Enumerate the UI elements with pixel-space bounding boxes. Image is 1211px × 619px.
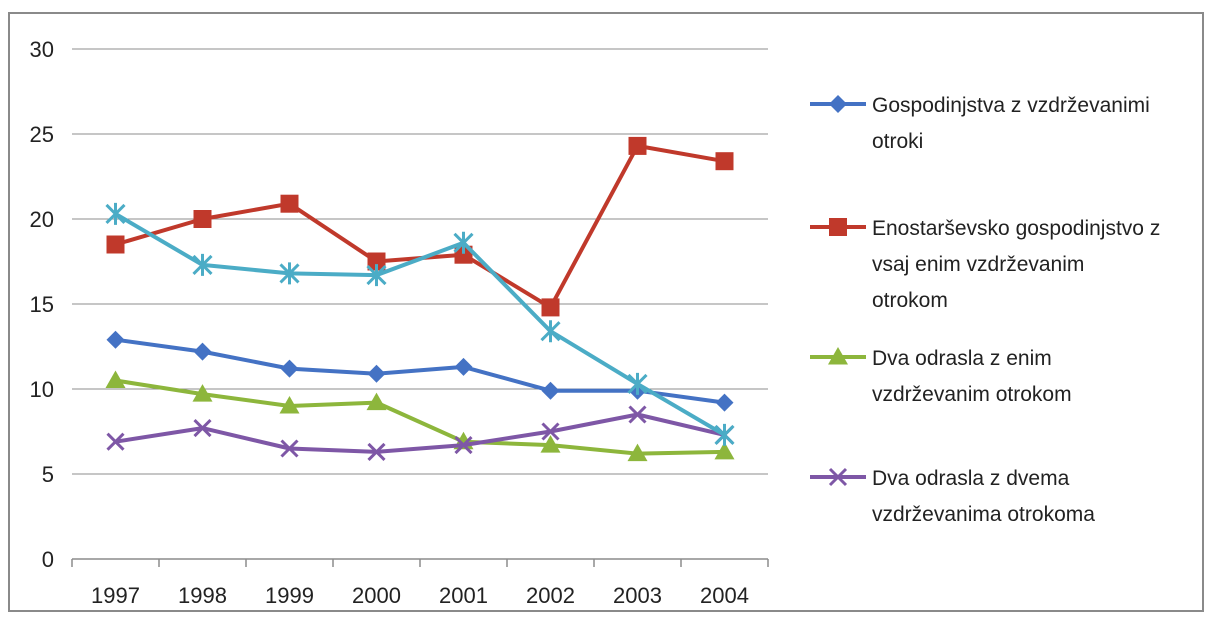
data-point	[627, 443, 648, 462]
series-3	[105, 370, 735, 462]
data-point	[279, 396, 300, 414]
x-tick-label: 2002	[526, 583, 575, 608]
data-point	[106, 330, 125, 349]
data-point	[367, 442, 386, 461]
data-point	[192, 253, 213, 276]
y-tick-label: 30	[30, 37, 54, 62]
y-tick-label: 0	[42, 547, 54, 572]
data-point	[280, 194, 299, 213]
data-point	[193, 419, 212, 438]
series-1	[106, 330, 734, 412]
data-point	[106, 432, 125, 451]
data-point	[367, 364, 386, 383]
data-point	[105, 370, 126, 388]
legend: Gospodinjstva z vzdrževanimi otroki Enosta…	[810, 94, 1160, 526]
legend-entry: Dva odrasla z enim vzdrževanim otrokom	[810, 347, 1072, 406]
x-tick-label: 2001	[439, 583, 488, 608]
data-point	[715, 152, 734, 171]
legend-label: Enostarševsko gospodinjstvo z	[872, 217, 1160, 240]
y-tick-label: 25	[30, 122, 54, 147]
data-point	[454, 357, 473, 376]
data-point	[540, 435, 561, 453]
y-tick-label: 5	[42, 462, 54, 487]
legend-label: otroki	[872, 130, 923, 153]
data-point	[105, 202, 126, 225]
chart-frame: 0 5 10 15 20 25 30 1997 1998 1999 2000 2001 2002 2003…	[8, 12, 1204, 612]
legend-entry: Dva odrasla z dvema vzdrževanima otrokoma	[810, 467, 1095, 526]
x-tick-label: 1997	[91, 583, 140, 608]
gridlines	[72, 48, 768, 475]
legend-label: Gospodinjstva z vzdrževanimi	[872, 94, 1150, 117]
data-point	[628, 136, 647, 155]
data-point	[714, 423, 735, 446]
series-line	[115, 378, 725, 456]
line-chart: 0 5 10 15 20 25 30 1997 1998 1999 2000 2001 2002 2003…	[30, 37, 1161, 608]
data-point	[453, 231, 474, 254]
data-point	[541, 298, 560, 317]
legend-entry: Gospodinjstva z vzdrževanimi otroki	[810, 94, 1150, 153]
data-point	[628, 405, 647, 424]
legend-entry: Enostarševsko gospodinjstvo z vsaj enim v…	[810, 217, 1160, 312]
x-tick-label: 2000	[352, 583, 401, 608]
legend-label: otrokom	[872, 289, 948, 312]
data-point	[279, 262, 300, 285]
axes: 0 5 10 15 20 25 30 1997 1998 1999 2000 2001 2002 2003…	[30, 37, 769, 608]
data-point	[106, 235, 125, 254]
data-point	[280, 359, 299, 378]
y-tick-label: 10	[30, 377, 54, 402]
y-tick-label: 15	[30, 292, 54, 317]
data-point	[454, 436, 473, 455]
series-5	[105, 202, 735, 446]
x-tick-label: 2004	[700, 583, 749, 608]
series-2	[106, 136, 734, 317]
x-tick-label: 2003	[613, 583, 662, 608]
legend-label: vzdrževanima otrokoma	[872, 503, 1095, 526]
legend-label: Dva odrasla z dvema	[872, 467, 1070, 490]
series-line	[115, 337, 725, 405]
data-point	[280, 439, 299, 458]
data-point	[193, 342, 212, 361]
data-point	[366, 392, 387, 411]
data-point	[541, 381, 560, 400]
legend-label: Dva odrasla z enim	[872, 347, 1052, 370]
data-point	[540, 320, 561, 343]
data-point	[627, 372, 648, 395]
legend-label: vzdrževanim otrokom	[872, 383, 1072, 406]
data-point	[193, 210, 212, 228]
data-point	[192, 384, 213, 402]
x-tick-label: 1999	[265, 583, 314, 608]
data-point	[366, 264, 387, 287]
data-point	[367, 252, 386, 271]
data-point	[715, 393, 734, 412]
legend-marker	[829, 218, 847, 236]
legend-marker	[829, 95, 847, 113]
x-tick-label: 1998	[178, 583, 227, 608]
legend-marker	[828, 467, 848, 487]
y-tick-label: 20	[30, 207, 54, 232]
series-line	[114, 212, 726, 437]
data-series	[105, 136, 735, 462]
series-line	[115, 412, 725, 454]
data-point	[541, 422, 560, 441]
legend-marker	[828, 347, 848, 365]
data-point	[714, 441, 735, 460]
legend-label: vsaj enim vzdrževanim	[872, 253, 1084, 276]
